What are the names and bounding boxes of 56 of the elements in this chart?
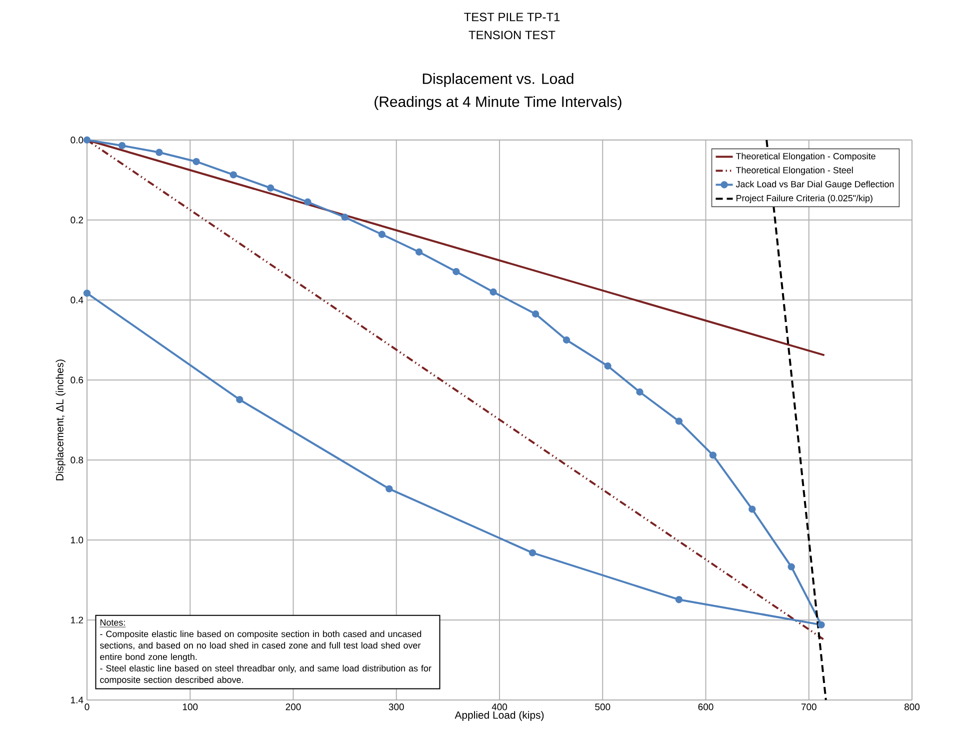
point — [415, 248, 423, 256]
point — [532, 310, 540, 318]
x-tick-label: 200 — [286, 704, 301, 710]
y-tick-label: 0.4 — [70, 296, 84, 304]
x-tick-label: 400 — [492, 704, 508, 710]
legend-label: Project Failure Criteria (0.025"/kip) — [736, 194, 872, 204]
point — [748, 506, 756, 513]
legend-label: Jack Load vs Bar Dial Gauge Deflection — [736, 180, 894, 190]
x-tick-label: 100 — [182, 704, 198, 710]
point — [604, 362, 612, 370]
point — [675, 596, 683, 604]
point — [118, 142, 126, 150]
y-axis-title: Displacement, ΔL (inches) — [56, 360, 66, 480]
point — [636, 388, 644, 396]
y-tick-label: 0.8 — [70, 456, 84, 464]
point — [378, 230, 386, 238]
y-tick-label: 1.0 — [71, 536, 84, 544]
x-tick-label: 500 — [595, 704, 610, 710]
point — [341, 214, 348, 221]
point — [156, 148, 163, 156]
point — [230, 171, 238, 178]
point — [788, 563, 795, 570]
x-tick-label: 800 — [904, 704, 920, 710]
legend-label: Theoretical Elongation - Steel — [736, 166, 853, 176]
x-tick-label: 600 — [698, 704, 714, 710]
x-axis-title: Applied Load (kips) — [454, 711, 544, 721]
annotation: - Steel elastic line based on steel threadbar only, and same load distribution as for composite section described above. — [100, 664, 432, 685]
y-tick-label: 0.0 — [70, 136, 84, 144]
point — [83, 136, 91, 144]
chart-subtitle: (Readings at 4 Minute Time Intervals) — [374, 96, 622, 110]
point — [266, 184, 274, 192]
y-tick-label: 0.6 — [70, 376, 84, 384]
text: TEST PILE TP-T1 — [464, 12, 560, 22]
point — [304, 198, 312, 206]
point — [675, 418, 683, 425]
point — [192, 158, 200, 166]
point — [83, 290, 91, 297]
annotation: - Composite elastic line based on composite section in both cased and uncased sections, and based on no load shed in cased zone and full test load shed over entire bond zone length. — [100, 630, 422, 662]
point — [386, 485, 393, 492]
point — [452, 268, 460, 276]
legend-label: Theoretical Elongation - Composite — [736, 152, 876, 162]
x-tick-label: 700 — [801, 704, 816, 710]
y-tick-label: 0.2 — [70, 216, 84, 224]
x-tick-label: 300 — [388, 704, 404, 710]
point — [818, 621, 825, 628]
x-tick-label: 0 — [84, 704, 90, 710]
y-tick-label: 1.2 — [71, 616, 84, 624]
y-tick-label: 1.4 — [71, 696, 84, 704]
annotation: Notes: — [100, 619, 125, 626]
point — [490, 288, 497, 296]
point — [562, 336, 570, 344]
point — [709, 452, 717, 459]
chart-title: Displacement vs. Load — [422, 73, 574, 87]
text: TENSION TEST — [468, 30, 556, 40]
point — [528, 549, 536, 556]
point — [236, 396, 244, 404]
